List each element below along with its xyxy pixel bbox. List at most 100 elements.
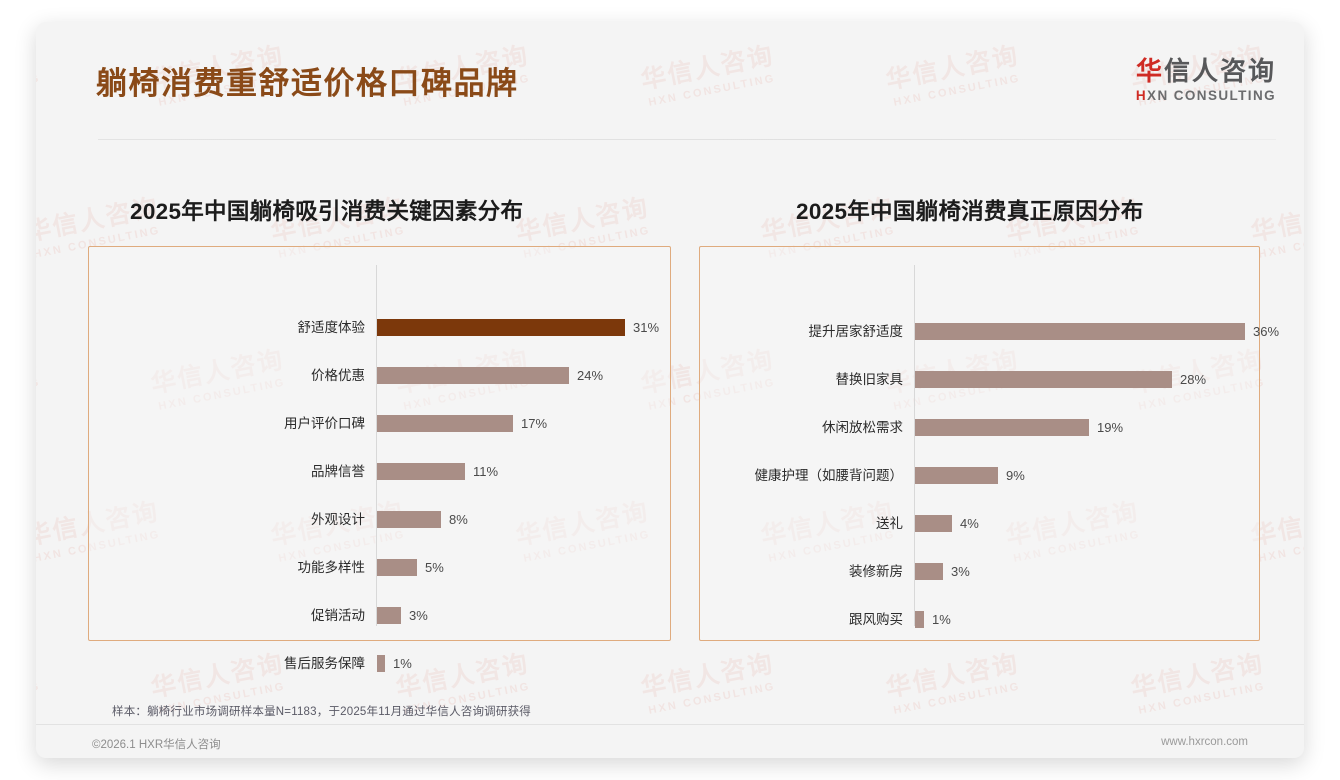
chart-bar[interactable] (377, 463, 465, 480)
sample-footnote: 样本：躺椅行业市场调研样本量N=1183，于2025年11月通过华信人咨询调研获… (112, 706, 531, 718)
bar-category-label: 提升居家舒适度 (808, 324, 904, 339)
watermark-en: HXN CONSULTING (892, 680, 1022, 717)
chart-rows: 舒适度体验 31% 价格优惠 24% 用户评价口碑 17% 品牌信誉 11% 外观设计 8% 功能多… (89, 269, 670, 672)
bar-category-label: 功能多样性 (297, 560, 366, 575)
watermark-en: HXN CONSULTING (36, 680, 42, 716)
chart-bar-row[interactable]: 价格优惠 24% (89, 365, 670, 387)
bar-category-label: 品牌信誉 (311, 464, 365, 479)
bar-category-label: 外观设计 (311, 512, 365, 527)
bar-category-label: 舒适度体验 (297, 320, 366, 335)
bar-value-label: 8% (449, 512, 468, 527)
chart-bar-row[interactable]: 品牌信誉 11% (89, 461, 670, 483)
chart-bar-row[interactable]: 替换旧家具 28% (700, 369, 1259, 391)
bar-category-label: 装修新房 (849, 564, 903, 579)
footer-divider (36, 724, 1304, 725)
chart-bar-row[interactable]: 售后服务保障 1% (89, 653, 670, 675)
bar-value-label: 31% (633, 320, 660, 335)
watermark-cn: 华信人咨询 (36, 345, 42, 399)
company-logo: 华信人咨询 HXN CONSULTING (1135, 56, 1276, 103)
bar-category-label: 替换旧家具 (835, 372, 904, 387)
chart-bar-row[interactable]: 跟风购买 1% (700, 609, 1259, 631)
copyright-text: ©2026.1 HXR华信人咨询 (92, 739, 221, 751)
chart-bar-row[interactable]: 装修新房 3% (700, 561, 1259, 583)
chart-bar-row[interactable]: 健康护理（如腰背问题） 9% (700, 465, 1259, 487)
logo-chinese: 华信人咨询 (1135, 56, 1276, 86)
website-url: www.hxrcon.com (1161, 736, 1248, 748)
watermark-en: HXN CONSULTING (647, 680, 777, 717)
bar-category-label: 休闲放松需求 (822, 420, 903, 435)
chart-bar[interactable] (915, 563, 943, 580)
bar-category-label: 健康护理（如腰背问题） (754, 468, 904, 483)
chart-bar-row[interactable]: 促销活动 3% (89, 605, 670, 627)
bar-category-label: 价格优惠 (311, 368, 365, 383)
logo-cn-dark: 信人咨询 (1163, 56, 1276, 86)
chart-panel-left: 舒适度体验 31% 价格优惠 24% 用户评价口碑 17% 品牌信誉 11% 外观设计 8% 功能多… (88, 246, 671, 672)
chart-bar[interactable] (377, 511, 441, 528)
logo-english: HXN CONSULTING (1136, 88, 1276, 103)
logo-en-red: H (1135, 88, 1148, 104)
chart-title-right: 2025年中国躺椅消费真正原因分布 (796, 199, 1144, 224)
watermark-en: HXN CONSULTING (36, 376, 42, 412)
bar-category-label: 用户评价口碑 (284, 416, 365, 431)
watermark-cn: 华信人咨询 (883, 649, 1022, 703)
chart-bar-row[interactable]: 功能多样性 5% (89, 557, 670, 579)
bar-value-label: 1% (393, 656, 412, 671)
page-title: 躺椅消费重舒适价格口碑品牌 (96, 66, 519, 101)
chart-bar[interactable] (377, 559, 417, 576)
logo-en-rest: XN CONSULTING (1147, 88, 1276, 104)
bar-value-label: 5% (425, 560, 444, 575)
bar-category-label: 跟风购买 (849, 612, 903, 627)
chart-panel-right: 提升居家舒适度 36% 替换旧家具 28% 休闲放松需求 19% 健康护理（如腰背问题） 9%… (699, 246, 1279, 641)
bar-value-label: 19% (1097, 420, 1124, 435)
chart-bar[interactable] (915, 467, 998, 484)
chart-axis-line (914, 265, 915, 626)
watermark-cn: 华信人咨询 (513, 193, 652, 247)
chart-bar-row[interactable]: 提升居家舒适度 36% (700, 321, 1279, 343)
logo-cn-red: 华 (1135, 56, 1164, 86)
watermark-cn: 华信人咨询 (36, 649, 42, 703)
chart-bar[interactable] (377, 367, 569, 384)
bar-value-label: 17% (521, 416, 548, 431)
chart-bar[interactable] (915, 611, 924, 628)
watermark-en: HXN CONSULTING (1257, 528, 1304, 565)
bar-category-label: 售后服务保障 (284, 656, 365, 671)
chart-bar[interactable] (915, 419, 1089, 436)
watermark-cn: 华信人咨询 (1248, 193, 1304, 247)
chart-rows: 提升居家舒适度 36% 替换旧家具 28% 休闲放松需求 19% 健康护理（如腰背问题） 9%… (700, 269, 1279, 628)
bar-value-label: 9% (1006, 468, 1025, 483)
chart-bar[interactable] (377, 607, 401, 624)
bar-value-label: 4% (960, 516, 979, 531)
bar-value-label: 1% (932, 612, 951, 627)
watermark-en: HXN CONSULTING (1137, 680, 1267, 717)
bar-category-label: 送礼 (876, 516, 903, 531)
chart-bar-row[interactable]: 休闲放松需求 19% (700, 417, 1259, 439)
chart-axis-line (376, 265, 377, 626)
bar-value-label: 36% (1253, 324, 1280, 339)
chart-bar[interactable] (915, 371, 1172, 388)
slide-header: 躺椅消费重舒适价格口碑品牌 华信人咨询 HXN CONSULTING (36, 22, 1304, 114)
watermark-en: HXN CONSULTING (1257, 224, 1304, 261)
header-divider (98, 139, 1276, 140)
chart-bar[interactable] (377, 319, 625, 336)
chart-bar[interactable] (915, 323, 1245, 340)
chart-bar[interactable] (915, 515, 952, 532)
bar-category-label: 促销活动 (311, 608, 365, 623)
bar-value-label: 28% (1180, 372, 1207, 387)
chart-bar-row[interactable]: 外观设计 8% (89, 509, 670, 531)
bar-value-label: 3% (951, 564, 970, 579)
chart-bar[interactable] (377, 415, 513, 432)
watermark-cn: 华信人咨询 (1128, 649, 1267, 703)
chart-title-left: 2025年中国躺椅吸引消费关键因素分布 (130, 199, 524, 224)
chart-bar-row[interactable]: 送礼 4% (700, 513, 1259, 535)
chart-bar-row[interactable]: 舒适度体验 31% (89, 317, 670, 339)
bar-value-label: 24% (577, 368, 604, 383)
chart-bar[interactable] (377, 655, 385, 672)
bar-value-label: 11% (473, 464, 499, 479)
chart-bar-row[interactable]: 用户评价口碑 17% (89, 413, 670, 435)
bar-value-label: 3% (409, 608, 428, 623)
